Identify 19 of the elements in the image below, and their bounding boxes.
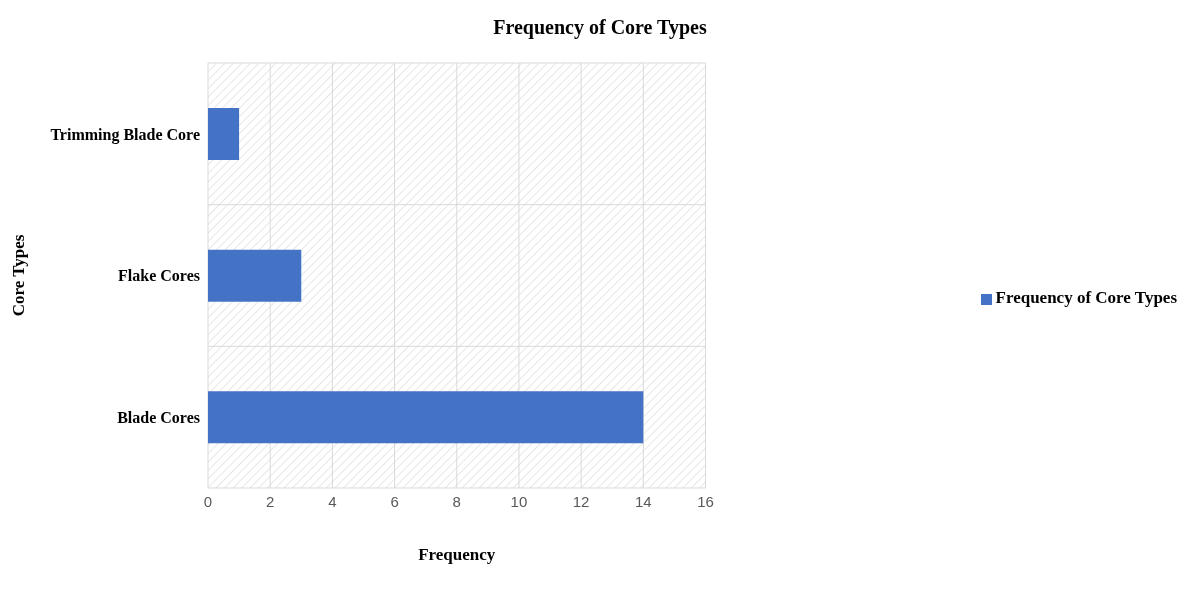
- bar: [208, 249, 302, 302]
- x-tick-label: 14: [634, 492, 652, 510]
- legend-label: Frequency of Core Types: [995, 288, 1177, 307]
- x-tick-label: 10: [510, 492, 528, 510]
- bar: [208, 391, 644, 444]
- y-tick-label: Blade Cores: [117, 408, 200, 426]
- x-tick-label: 0: [203, 492, 213, 510]
- x-tick-label: 2: [266, 492, 275, 510]
- x-tick-label: 8: [452, 492, 461, 510]
- x-axis-title: Frequency: [418, 545, 496, 564]
- x-tick-label: 4: [328, 492, 337, 510]
- chart-title: Frequency of Core Types: [492, 16, 708, 39]
- x-tick-label: 6: [390, 492, 399, 510]
- bar: [208, 108, 240, 160]
- y-tick-label: Trimming Blade Core: [50, 125, 200, 144]
- y-axis-title: Core Types: [9, 234, 29, 317]
- x-tick-label: 12: [572, 492, 590, 510]
- x-tick-label: 16: [697, 492, 714, 510]
- y-tick-label: Flake Cores: [118, 267, 200, 285]
